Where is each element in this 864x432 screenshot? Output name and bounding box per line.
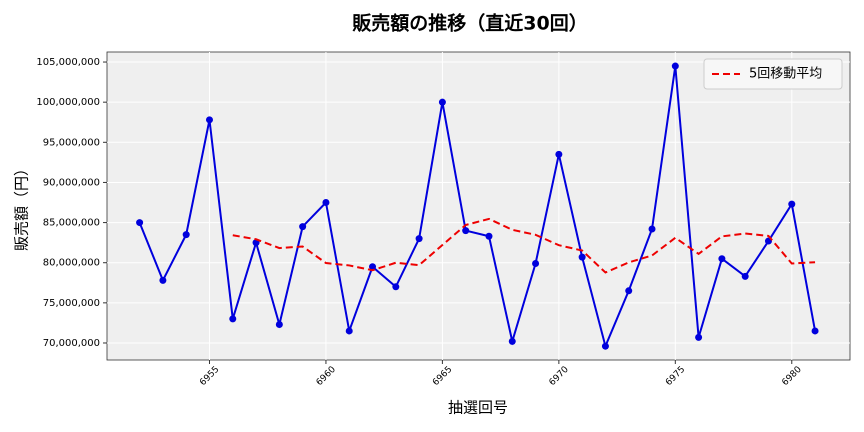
x-tick-label: 6960 — [315, 365, 338, 388]
chart-title: 販売額の推移（直近30回） — [352, 12, 587, 35]
y-tick-label: 100,000,000 — [36, 97, 100, 108]
x-tick-label: 6965 — [431, 365, 454, 388]
data-point — [275, 321, 283, 329]
legend-label: 5回移動平均 — [749, 67, 822, 82]
series-line — [138, 65, 817, 350]
data-point — [392, 283, 400, 291]
data-point — [229, 315, 237, 323]
y-axis-label: 販売額（円） — [13, 161, 31, 251]
data-point — [718, 255, 726, 263]
y-tick-label: 80,000,000 — [43, 258, 100, 269]
legend-box — [703, 58, 843, 90]
data-point — [438, 98, 446, 106]
data-point — [578, 253, 586, 261]
data-point — [415, 235, 423, 243]
data-point — [695, 333, 703, 341]
x-tick-label: 6980 — [780, 365, 803, 388]
data-point — [532, 260, 540, 268]
data-point — [648, 225, 656, 233]
data-point — [555, 150, 563, 158]
plot-area — [106, 51, 851, 361]
x-axis-label: 抽選回号 — [448, 399, 508, 417]
data-point — [671, 62, 679, 70]
data-point — [788, 200, 796, 208]
data-point — [811, 327, 819, 335]
y-tick-label: 90,000,000 — [43, 177, 100, 188]
y-tick-label: 105,000,000 — [36, 57, 100, 68]
y-tick-label: 85,000,000 — [43, 218, 100, 229]
data-point — [299, 223, 307, 231]
data-point — [205, 116, 213, 124]
data-point — [601, 342, 609, 350]
data-point — [159, 276, 167, 284]
x-tick-label: 6970 — [548, 365, 571, 388]
y-tick-label: 75,000,000 — [43, 298, 100, 309]
y-tick-label: 70,000,000 — [43, 338, 100, 349]
data-point — [741, 272, 749, 280]
data-point — [322, 199, 330, 207]
data-point — [508, 337, 516, 345]
data-point — [182, 231, 190, 239]
data-point — [369, 263, 377, 271]
data-point — [625, 287, 633, 295]
x-tick-label: 6975 — [664, 365, 687, 388]
data-point — [462, 227, 470, 235]
data-point — [345, 327, 353, 335]
data-point — [136, 219, 144, 227]
data-point — [485, 232, 493, 240]
x-tick-label: 6955 — [198, 365, 221, 388]
y-tick-label: 95,000,000 — [43, 137, 100, 148]
series-line — [232, 217, 816, 274]
